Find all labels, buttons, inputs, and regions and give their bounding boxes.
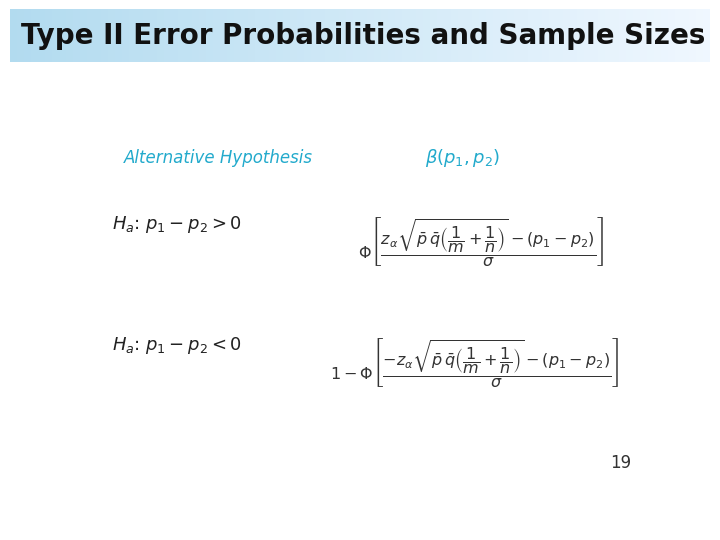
Text: $1 - \Phi\left[\dfrac{-z_{\alpha}\sqrt{\bar{p}\,\bar{q}\left(\dfrac{1}{m}+\dfrac: $1 - \Phi\left[\dfrac{-z_{\alpha}\sqrt{\… — [330, 335, 619, 389]
Text: $\mathit{H}_a$: $p_1 - p_2 < 0$: $\mathit{H}_a$: $p_1 - p_2 < 0$ — [112, 335, 242, 356]
Text: Type II Error Probabilities and Sample Sizes: Type II Error Probabilities and Sample S… — [21, 22, 705, 50]
Text: $\beta(p_1, p_2)$: $\beta(p_1, p_2)$ — [425, 147, 500, 170]
Text: $\mathit{H}_a$: $p_1 - p_2 > 0$: $\mathit{H}_a$: $p_1 - p_2 > 0$ — [112, 214, 242, 235]
Text: Alternative Hypothesis: Alternative Hypothesis — [124, 150, 312, 167]
Text: 19: 19 — [610, 454, 631, 472]
Text: $\Phi\left[\dfrac{z_{\alpha}\sqrt{\bar{p}\,\bar{q}\left(\dfrac{1}{m}+\dfrac{1}{n: $\Phi\left[\dfrac{z_{\alpha}\sqrt{\bar{p… — [358, 215, 603, 268]
